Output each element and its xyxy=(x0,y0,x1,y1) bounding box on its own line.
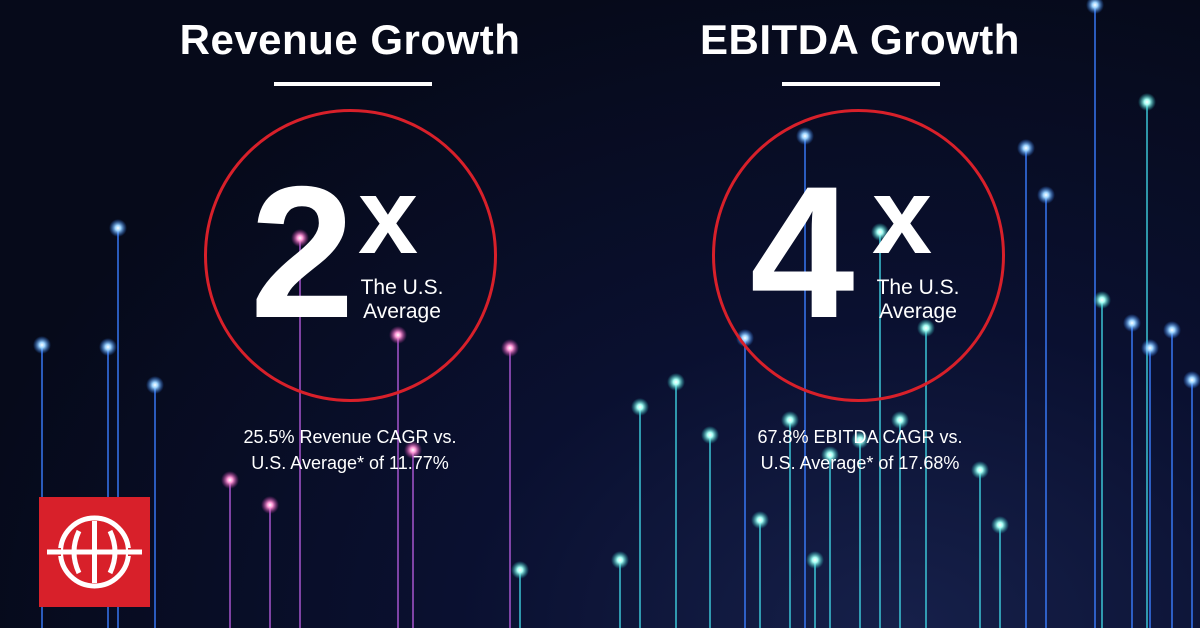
ebitda-stat: 67.8% EBITDA CAGR vs. U.S. Average* of 1… xyxy=(690,424,1030,476)
revenue-stat-line2: U.S. Average* of 11.77% xyxy=(251,453,449,473)
light-glow xyxy=(501,339,519,357)
light-glow xyxy=(821,446,839,464)
ebitda-subtitle-line2: Average xyxy=(879,300,957,323)
light-glow xyxy=(1086,0,1104,14)
light-glow xyxy=(971,461,989,479)
light-glow xyxy=(261,496,279,514)
ebitda-times-symbol: x xyxy=(872,155,933,276)
revenue-subtitle-line2: Average xyxy=(363,300,441,323)
revenue-title-underline xyxy=(274,82,432,86)
revenue-stat-line1: 25.5% Revenue CAGR vs. xyxy=(243,427,457,447)
light-glow xyxy=(1123,314,1141,332)
light-glow xyxy=(751,511,769,529)
light-glow xyxy=(221,471,239,489)
light-glow xyxy=(511,561,529,579)
light-glow xyxy=(1141,339,1159,357)
light-glow xyxy=(1138,93,1156,111)
light-glow xyxy=(99,338,117,356)
ebitda-stat-line1: 67.8% EBITDA CAGR vs. xyxy=(757,427,963,447)
revenue-multiplier: 2 xyxy=(250,147,355,357)
light-glow xyxy=(33,336,51,354)
light-glow xyxy=(611,551,629,569)
revenue-times-symbol: x xyxy=(358,155,419,276)
light-glow xyxy=(1037,186,1055,204)
light-glow xyxy=(1183,371,1200,389)
company-logo-icon xyxy=(39,515,150,589)
light-glow xyxy=(1163,321,1181,339)
ebitda-multiplier: 4 xyxy=(750,147,855,357)
light-glow xyxy=(631,398,649,416)
ebitda-title-underline xyxy=(782,82,940,86)
light-glow xyxy=(781,411,799,429)
revenue-stat: 25.5% Revenue CAGR vs. U.S. Average* of … xyxy=(180,424,520,476)
light-glow xyxy=(1093,291,1111,309)
ebitda-stat-line2: U.S. Average* of 17.68% xyxy=(760,453,960,473)
ebitda-subtitle-line1: The U.S. xyxy=(876,276,960,299)
light-glow xyxy=(991,516,1009,534)
revenue-subtitle-line1: The U.S. xyxy=(360,276,444,299)
ebitda-subtitle: The U.S. Average xyxy=(868,276,968,324)
light-glow xyxy=(851,431,869,449)
ebitda-growth-title: EBITDA Growth xyxy=(700,16,1020,63)
light-glow xyxy=(1017,139,1035,157)
light-glow xyxy=(404,441,422,459)
light-glow xyxy=(109,219,127,237)
revenue-subtitle: The U.S. Average xyxy=(352,276,452,324)
light-glow xyxy=(667,373,685,391)
company-logo xyxy=(39,497,150,607)
revenue-circle xyxy=(204,109,497,402)
light-glow xyxy=(891,411,909,429)
light-glow xyxy=(146,376,164,394)
ebitda-circle xyxy=(712,109,1005,402)
light-glow xyxy=(701,426,719,444)
revenue-growth-title: Revenue Growth xyxy=(179,16,521,63)
light-glow xyxy=(806,551,824,569)
